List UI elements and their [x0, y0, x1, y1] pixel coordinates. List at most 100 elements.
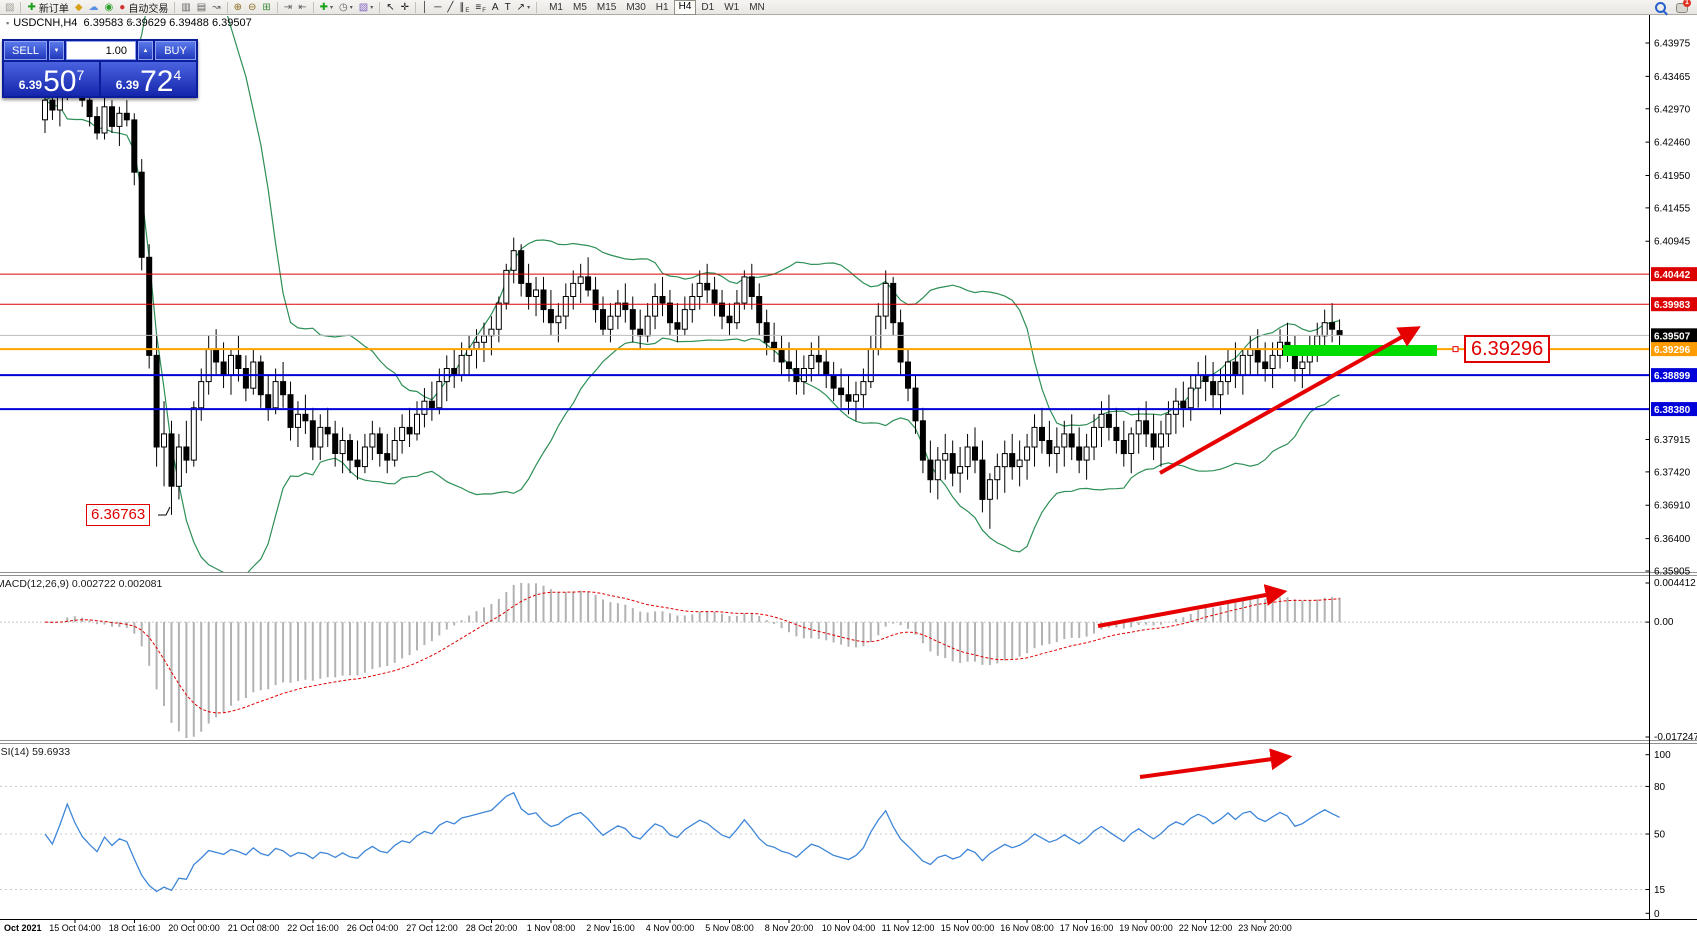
vertical-line-icon: │	[421, 1, 429, 13]
time-axis-label: 16 Nov 08:00	[1000, 923, 1054, 933]
auto-scroll-icon[interactable]: ⇥	[281, 1, 295, 14]
new-order-button[interactable]: ✚ 新订单	[24, 1, 71, 15]
bar-chart-icon[interactable]: ▥	[178, 1, 193, 14]
candle-body	[1180, 400, 1187, 409]
toolbar-separator	[226, 1, 228, 13]
candle-body	[778, 348, 785, 363]
volume-input[interactable]: 1.00	[66, 41, 136, 60]
candle-body	[49, 99, 56, 111]
timeframe-m5[interactable]: M5	[572, 1, 587, 13]
window-icon[interactable]: ▨	[2, 1, 17, 14]
toolbar-separator	[20, 1, 22, 13]
price-tick-label: 6.35905	[1654, 567, 1691, 578]
candle-body	[867, 348, 874, 383]
candle-body	[622, 302, 629, 311]
candle-body	[257, 361, 264, 396]
candle-body	[168, 433, 175, 487]
candlestick-icon: ▤	[196, 1, 207, 13]
notifications-icon[interactable]: 1	[1676, 0, 1691, 13]
support-highlight-rect[interactable]	[1283, 345, 1437, 356]
timeframe-m30[interactable]: M30	[626, 1, 646, 13]
zoom-in-icon[interactable]: ⊕	[231, 1, 245, 14]
swing-low-price-label[interactable]: 6.36763	[86, 504, 151, 526]
sell-price[interactable]: 6.39 50 7	[4, 62, 99, 97]
candle-body	[518, 250, 525, 284]
candle-body	[882, 282, 889, 317]
timeframe-h1[interactable]: H1	[655, 1, 669, 13]
timeframe-d1[interactable]: D1	[701, 1, 715, 13]
trendline-icon[interactable]: ╱	[444, 1, 456, 14]
arrows-icon[interactable]: ↗ ▾	[514, 1, 533, 14]
candle-body	[1232, 361, 1239, 376]
volume-decrease-button[interactable]: ▼	[49, 41, 64, 60]
rsi-line	[44, 791, 1340, 893]
candle-body	[86, 99, 93, 118]
cloud-icon[interactable]: ☁	[86, 1, 102, 14]
timeframe-m15[interactable]: M15	[596, 1, 617, 13]
candle-body	[1217, 381, 1224, 396]
timeframe-w1[interactable]: W1	[724, 1, 740, 13]
period-clock-button[interactable]: ◷ ▾	[336, 1, 356, 14]
zoom-out-icon[interactable]: ⊖	[245, 1, 259, 14]
channel-icon[interactable]: ∥ E	[456, 1, 472, 14]
candle-body	[190, 407, 197, 461]
search-icon[interactable]	[1655, 1, 1666, 13]
rsi-scale-label: 80	[1654, 782, 1666, 793]
channel-icon-letter: E	[465, 7, 470, 14]
candle-body	[845, 394, 852, 402]
template-button[interactable]: ▧ ▾	[356, 1, 376, 14]
candle-body	[577, 276, 584, 284]
candle-body	[1024, 446, 1031, 461]
candle-body	[1172, 400, 1179, 415]
signal-icon[interactable]: ◉	[102, 1, 117, 14]
candle-body	[555, 315, 562, 324]
candle-body	[109, 106, 115, 127]
crosshair-icon[interactable]: ✛	[398, 1, 412, 14]
add-indicator-button[interactable]: ✚ ▾	[317, 1, 336, 14]
macd-indicator-label: MACD(12,26,9) 0.002722 0.002081	[0, 578, 163, 590]
candlestick-icon[interactable]: ▤	[194, 1, 209, 14]
volume-increase-button[interactable]: ▲	[138, 41, 153, 60]
candle-body	[421, 400, 428, 415]
candle-body	[562, 296, 569, 317]
new-order-button: ✚	[27, 1, 36, 13]
candle-body	[585, 276, 592, 291]
candle-body	[1076, 446, 1083, 461]
cursor-icon[interactable]: ↖	[383, 1, 397, 14]
tile-windows-icon[interactable]: ⊞	[259, 1, 273, 14]
buy-button[interactable]: BUY	[155, 41, 196, 60]
line-anchor-handle[interactable]	[1452, 346, 1459, 353]
text-icon[interactable]: A	[489, 1, 502, 14]
price-tick-label: 6.41455	[1654, 203, 1691, 214]
zoom-out-icon: ⊖	[248, 1, 257, 13]
timeframe-m1[interactable]: M1	[549, 1, 563, 13]
candle-body	[1135, 420, 1142, 435]
autotrading-button[interactable]: ● 自动交易	[116, 1, 171, 15]
candle-body	[890, 282, 897, 324]
trend-arrow-macd[interactable]	[1097, 584, 1288, 628]
label-icon[interactable]: T	[502, 1, 514, 14]
candle-body	[897, 322, 904, 363]
chart-shift-icon[interactable]: ⇤	[295, 1, 309, 14]
candle-body	[756, 296, 763, 324]
bollinger-lower-band	[44, 99, 1340, 572]
timeframe-mn[interactable]: MN	[749, 1, 765, 13]
tile-windows-icon: ⊞	[262, 1, 271, 13]
trend-arrow-main[interactable]	[1159, 326, 1421, 475]
candle-body	[146, 256, 153, 356]
timeframe-h4[interactable]: H4	[673, 0, 697, 15]
time-axis-label: 10 Nov 04:00	[822, 923, 876, 933]
gold-icon[interactable]: ◆	[72, 1, 86, 14]
line-chart-icon[interactable]: ↝	[209, 1, 223, 14]
resistance-price-label[interactable]: 6.39296	[1464, 335, 1551, 363]
trend-arrow-rsi[interactable]	[1139, 748, 1293, 779]
sell-button[interactable]: SELL	[4, 41, 47, 60]
candle-body	[875, 315, 882, 350]
horizontal-line-icon[interactable]: ─	[431, 1, 444, 14]
vertical-line-icon[interactable]: │	[419, 1, 431, 14]
candle-body	[123, 112, 130, 121]
trendline-icon: ╱	[447, 1, 454, 13]
fibonacci-icon[interactable]: ≡ F	[472, 1, 489, 14]
buy-price[interactable]: 6.39 72 4	[101, 62, 196, 97]
